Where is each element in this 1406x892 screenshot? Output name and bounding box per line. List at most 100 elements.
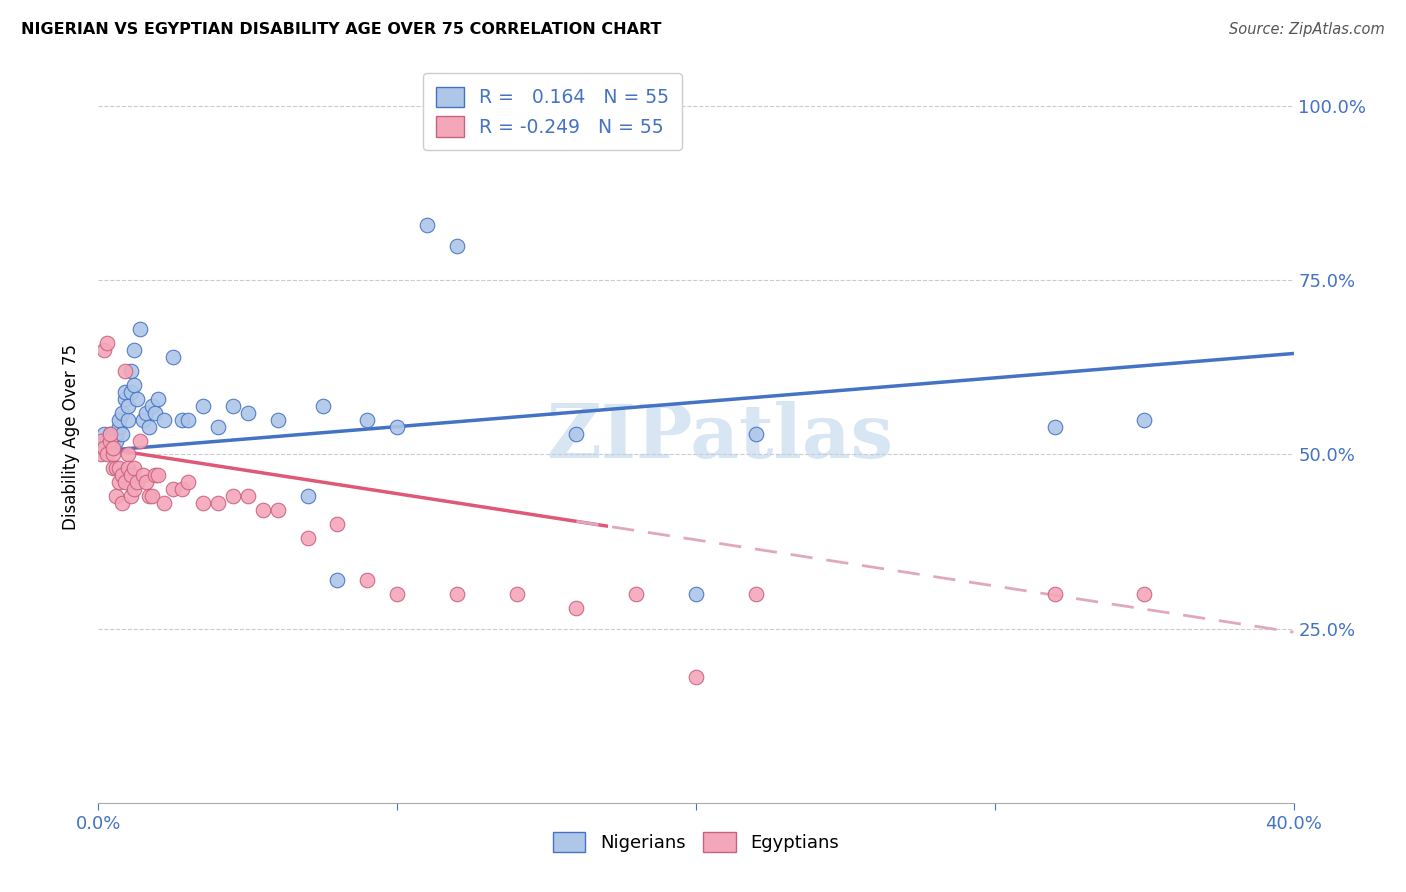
Point xyxy=(252,503,274,517)
Point xyxy=(120,384,142,399)
Point xyxy=(385,587,409,601)
Point xyxy=(90,448,112,462)
Point xyxy=(105,461,128,475)
Point xyxy=(98,426,122,441)
Point xyxy=(153,412,176,426)
Point xyxy=(236,489,259,503)
Point xyxy=(111,406,134,420)
Point xyxy=(207,419,229,434)
Point xyxy=(117,448,139,462)
Point xyxy=(93,441,115,455)
Point xyxy=(124,483,146,497)
Point xyxy=(565,600,588,615)
Text: NIGERIAN VS EGYPTIAN DISABILITY AGE OVER 75 CORRELATION CHART: NIGERIAN VS EGYPTIAN DISABILITY AGE OVER… xyxy=(21,22,662,37)
Point xyxy=(135,406,157,420)
Point xyxy=(117,461,139,475)
Point xyxy=(120,489,142,503)
Point xyxy=(105,434,128,448)
Point xyxy=(143,468,166,483)
Point xyxy=(120,468,142,483)
Point xyxy=(267,412,290,426)
Point xyxy=(103,426,125,441)
Point xyxy=(96,434,118,448)
Point xyxy=(114,364,136,378)
Point xyxy=(103,441,125,455)
Point xyxy=(297,489,319,503)
Text: ZIPatlas: ZIPatlas xyxy=(547,401,893,474)
Point xyxy=(267,503,290,517)
Point xyxy=(385,419,409,434)
Y-axis label: Disability Age Over 75: Disability Age Over 75 xyxy=(62,344,80,530)
Point xyxy=(297,531,319,545)
Point xyxy=(1133,587,1156,601)
Point xyxy=(108,461,131,475)
Point xyxy=(114,384,136,399)
Point xyxy=(236,406,259,420)
Point xyxy=(172,412,194,426)
Point xyxy=(93,343,115,357)
Point xyxy=(103,448,125,462)
Point xyxy=(127,392,149,406)
Point xyxy=(162,350,184,364)
Point xyxy=(177,475,200,490)
Point xyxy=(129,322,152,336)
Point xyxy=(111,468,134,483)
Point xyxy=(141,399,163,413)
Point xyxy=(222,399,245,413)
Point xyxy=(356,573,378,587)
Point xyxy=(93,426,115,441)
Point xyxy=(98,426,122,441)
Point xyxy=(127,475,149,490)
Point xyxy=(135,475,157,490)
Point xyxy=(90,441,112,455)
Point xyxy=(108,412,131,426)
Point xyxy=(93,434,115,448)
Point xyxy=(111,496,134,510)
Point xyxy=(141,489,163,503)
Point xyxy=(96,441,118,455)
Point xyxy=(745,426,768,441)
Point xyxy=(416,218,439,232)
Point xyxy=(446,587,468,601)
Point xyxy=(311,399,333,413)
Point xyxy=(172,483,194,497)
Point xyxy=(685,670,707,684)
Point xyxy=(117,412,139,426)
Point xyxy=(124,377,146,392)
Point xyxy=(138,419,160,434)
Point xyxy=(356,412,378,426)
Point xyxy=(105,489,128,503)
Point xyxy=(153,496,176,510)
Point xyxy=(148,468,170,483)
Point xyxy=(98,434,122,448)
Point xyxy=(98,434,122,448)
Point xyxy=(120,364,142,378)
Text: Source: ZipAtlas.com: Source: ZipAtlas.com xyxy=(1229,22,1385,37)
Point xyxy=(124,343,146,357)
Point xyxy=(129,434,152,448)
Point xyxy=(326,517,349,532)
Point xyxy=(177,412,200,426)
Point xyxy=(108,419,131,434)
Point xyxy=(162,483,184,497)
Point xyxy=(326,573,349,587)
Point xyxy=(103,441,125,455)
Point xyxy=(103,461,125,475)
Point xyxy=(1043,587,1066,601)
Point xyxy=(114,392,136,406)
Point xyxy=(108,475,131,490)
Point xyxy=(143,406,166,420)
Point xyxy=(117,399,139,413)
Point xyxy=(565,426,588,441)
Point xyxy=(745,587,768,601)
Point xyxy=(93,441,115,455)
Point xyxy=(626,587,648,601)
Point xyxy=(124,461,146,475)
Point xyxy=(103,434,125,448)
Point xyxy=(1133,412,1156,426)
Point xyxy=(191,399,214,413)
Legend: Nigerians, Egyptians: Nigerians, Egyptians xyxy=(546,825,846,860)
Point xyxy=(90,434,112,448)
Point xyxy=(138,489,160,503)
Point xyxy=(506,587,529,601)
